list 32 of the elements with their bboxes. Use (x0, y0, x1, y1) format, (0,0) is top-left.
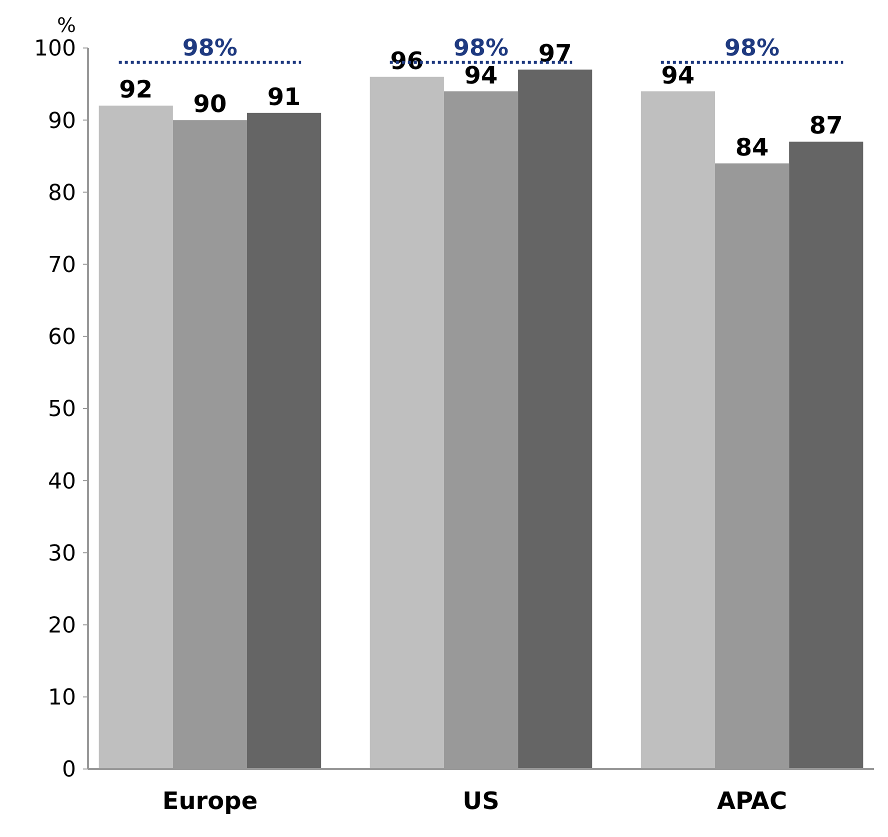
data-label: 91 (267, 82, 301, 111)
y-tick-label: 10 (48, 686, 76, 711)
ref-line-label: 98% (182, 35, 238, 62)
bar (640, 91, 715, 769)
bar (98, 106, 173, 769)
y-tick-label: 0 (62, 758, 76, 783)
data-label: 94 (661, 61, 695, 90)
bar (247, 112, 322, 769)
y-tick-label: 30 (48, 541, 76, 566)
bar (370, 76, 444, 769)
x-tick-label: Europe (162, 787, 258, 815)
text: 98% (724, 35, 780, 62)
x-tick-label: US (462, 787, 500, 815)
y-tick-label: 50 (48, 397, 76, 422)
y-tick-label: 80 (48, 180, 76, 206)
data-label: 92 (119, 76, 153, 104)
y-tick-label: 70 (48, 253, 76, 278)
y-axis-title: % (56, 13, 76, 37)
data-label: 84 (735, 133, 769, 162)
y-tick-label: 20 (48, 614, 76, 638)
bar (789, 142, 864, 769)
x-tick-label: APAC (716, 787, 788, 815)
data-label: 97 (538, 40, 572, 68)
data-label: 87 (809, 112, 843, 140)
y-tick-label: 100 (34, 36, 76, 62)
data-label: 90 (193, 90, 227, 118)
y-tick-label: 40 (48, 469, 76, 494)
y-tick-label: 90 (48, 108, 76, 134)
text: 98% (453, 35, 509, 62)
bar (518, 70, 592, 769)
data-label: 94 (464, 61, 498, 90)
y-tick-label: 60 (48, 325, 76, 350)
